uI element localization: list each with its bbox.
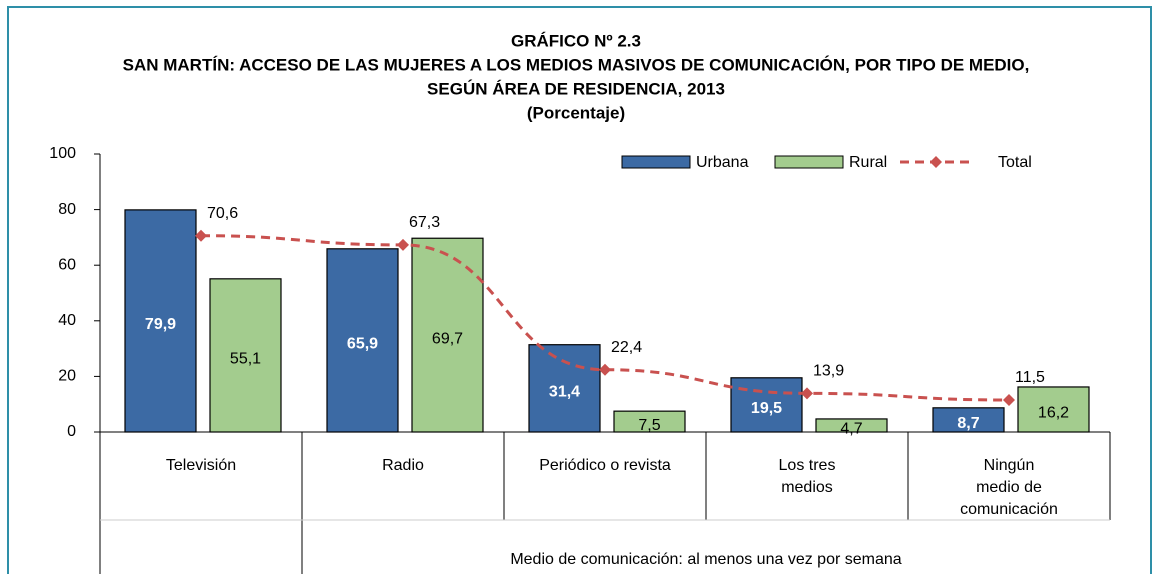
data-label: 69,7 <box>432 330 463 347</box>
x-tick-label: comunicación <box>960 501 1058 518</box>
data-label: 4,7 <box>840 421 862 438</box>
x-tick-label: Periódico o revista <box>539 457 671 474</box>
y-tick-label: 40 <box>58 312 76 329</box>
data-label: 65,9 <box>347 336 378 353</box>
bar <box>1017 386 1090 433</box>
line-marker <box>397 238 409 251</box>
data-label: 11,5 <box>1015 369 1045 386</box>
y-tick-label: 80 <box>58 201 76 218</box>
legend-label: Total <box>998 154 1032 171</box>
bar <box>209 278 282 433</box>
x-tick-label: medios <box>781 479 833 496</box>
x-tick-label: medio de <box>976 479 1042 496</box>
y-tick-label: 100 <box>49 145 76 162</box>
x-tick-label: Televisión <box>166 457 236 474</box>
data-label: 8,7 <box>957 415 979 432</box>
x-group-label: Medio de comunicación: al menos una vez … <box>510 551 901 568</box>
data-label: 31,4 <box>549 384 580 401</box>
data-label: 7,5 <box>638 417 660 434</box>
data-label: 70,6 <box>207 205 238 222</box>
bar <box>730 377 803 433</box>
bar <box>613 410 686 433</box>
legend-marker <box>930 156 942 168</box>
data-label: 22,4 <box>611 339 642 356</box>
line-marker <box>599 363 611 376</box>
line <box>200 234 1010 402</box>
data-label: 13,9 <box>813 363 844 380</box>
title-line: GRÁFICO Nº 2.3 <box>511 31 641 50</box>
data-label: 19,5 <box>751 400 782 417</box>
line-marker <box>801 387 813 400</box>
y-tick-label: 60 <box>58 256 76 273</box>
y-tick-label: 20 <box>58 368 76 385</box>
y-tick-label: 0 <box>67 423 76 440</box>
data-label: 55,1 <box>230 351 261 368</box>
bar <box>124 209 197 433</box>
x-tick-label: Los tres <box>779 457 836 474</box>
legend-swatch <box>774 155 844 169</box>
line-marker <box>1003 394 1015 407</box>
frame <box>7 6 1152 574</box>
data-label: 79,9 <box>145 316 176 333</box>
bar <box>932 407 1005 433</box>
legend-swatch <box>621 155 691 169</box>
x-tick-label: Radio <box>382 457 424 474</box>
bar <box>528 344 601 433</box>
legend-label: Rural <box>849 154 887 171</box>
legend-label: Urbana <box>696 154 749 171</box>
data-label: 67,3 <box>409 214 440 231</box>
line-marker <box>195 229 207 242</box>
title-line: (Porcentaje) <box>527 103 625 122</box>
x-tick-label: Ningún <box>984 457 1035 474</box>
bar <box>326 248 399 433</box>
title-line: SEGÚN ÁREA DE RESIDENCIA, 2013 <box>427 79 725 98</box>
bar <box>815 418 888 433</box>
title-line: SAN MARTÍN: ACCESO DE LAS MUJERES A LOS … <box>123 55 1030 74</box>
data-label: 16,2 <box>1038 405 1069 422</box>
